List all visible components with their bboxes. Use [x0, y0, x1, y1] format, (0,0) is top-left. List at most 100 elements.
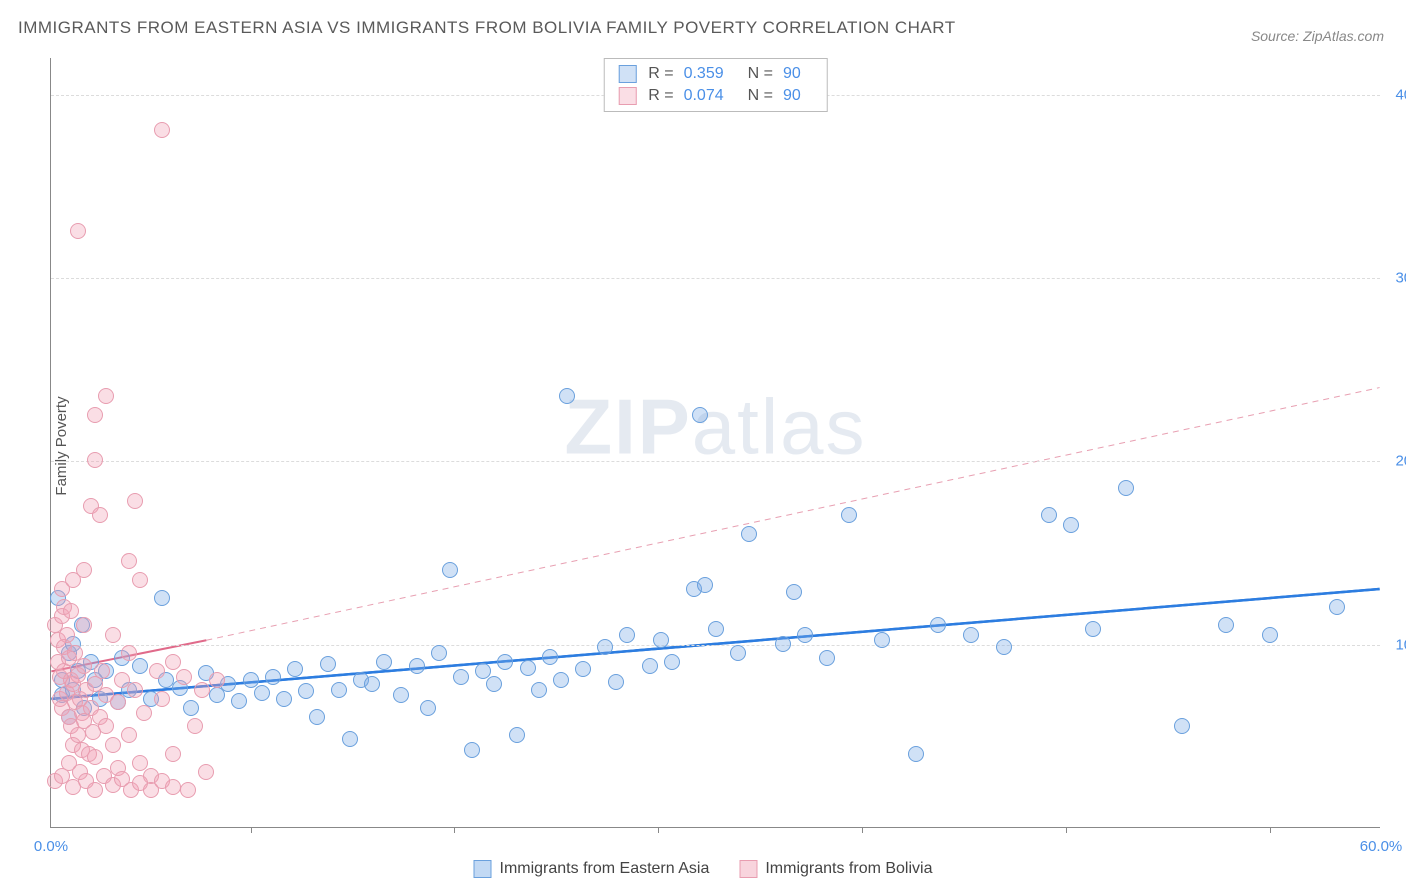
- stat-label: N =: [748, 87, 773, 105]
- data-point: [642, 658, 658, 674]
- data-point: [342, 731, 358, 747]
- data-point: [497, 654, 513, 670]
- data-point: [254, 685, 270, 701]
- data-point: [531, 682, 547, 698]
- legend-item: Immigrants from Eastern Asia: [474, 860, 710, 878]
- data-point: [542, 649, 558, 665]
- data-point: [364, 676, 380, 692]
- trend-lines-layer: [51, 58, 1380, 827]
- data-point: [464, 742, 480, 758]
- data-point: [187, 718, 203, 734]
- data-point: [575, 661, 591, 677]
- data-point: [98, 718, 114, 734]
- y-tick-label: 30.0%: [1395, 270, 1406, 287]
- data-point: [63, 603, 79, 619]
- correlation-legend: R =0.359N =90R =0.074N =90: [603, 58, 828, 112]
- data-point: [819, 650, 835, 666]
- stat-value: 90: [783, 87, 801, 105]
- legend-item: Immigrants from Bolivia: [739, 860, 932, 878]
- data-point: [132, 572, 148, 588]
- data-point: [154, 122, 170, 138]
- data-point: [70, 727, 86, 743]
- grid-line: [51, 645, 1380, 646]
- data-point: [841, 507, 857, 523]
- data-point: [231, 693, 247, 709]
- data-point: [431, 645, 447, 661]
- data-point: [797, 627, 813, 643]
- data-point: [320, 656, 336, 672]
- stat-value: 90: [783, 65, 801, 83]
- data-point: [59, 627, 75, 643]
- data-point: [331, 682, 347, 698]
- data-point: [132, 658, 148, 674]
- data-point: [127, 682, 143, 698]
- data-point: [105, 627, 121, 643]
- data-point: [559, 388, 575, 404]
- source-attribution: Source: ZipAtlas.com: [1251, 28, 1384, 44]
- grid-line: [51, 278, 1380, 279]
- data-point: [183, 700, 199, 716]
- data-point: [708, 621, 724, 637]
- y-tick-label: 40.0%: [1395, 86, 1406, 103]
- data-point: [276, 691, 292, 707]
- data-point: [105, 737, 121, 753]
- data-point: [442, 562, 458, 578]
- legend-label: Immigrants from Eastern Asia: [500, 860, 710, 878]
- data-point: [298, 683, 314, 699]
- x-tick: [251, 827, 252, 833]
- data-point: [963, 627, 979, 643]
- data-point: [149, 663, 165, 679]
- data-point: [76, 658, 92, 674]
- data-point: [420, 700, 436, 716]
- legend-swatch: [618, 65, 636, 83]
- data-point: [92, 507, 108, 523]
- data-point: [409, 658, 425, 674]
- data-point: [87, 407, 103, 423]
- data-point: [127, 493, 143, 509]
- data-point: [741, 526, 757, 542]
- data-point: [70, 223, 86, 239]
- data-point: [1041, 507, 1057, 523]
- data-point: [786, 584, 802, 600]
- legend-swatch: [474, 860, 492, 878]
- data-point: [775, 636, 791, 652]
- data-point: [209, 672, 225, 688]
- data-point: [198, 764, 214, 780]
- x-tick: [1270, 827, 1271, 833]
- x-tick-label: 0.0%: [34, 838, 68, 855]
- data-point: [180, 782, 196, 798]
- data-point: [453, 669, 469, 685]
- plot-area: ZIPatlas R =0.359N =90R =0.074N =90 10.0…: [50, 58, 1380, 828]
- legend-row: R =0.074N =90: [618, 85, 813, 107]
- data-point: [1262, 627, 1278, 643]
- data-point: [1118, 480, 1134, 496]
- data-point: [930, 617, 946, 633]
- data-point: [1329, 599, 1345, 615]
- data-point: [509, 727, 525, 743]
- data-point: [165, 779, 181, 795]
- data-point: [376, 654, 392, 670]
- data-point: [94, 663, 110, 679]
- data-point: [597, 639, 613, 655]
- watermark: ZIPatlas: [564, 382, 866, 473]
- data-point: [697, 577, 713, 593]
- data-point: [76, 617, 92, 633]
- chart-title: IMMIGRANTS FROM EASTERN ASIA VS IMMIGRAN…: [18, 18, 956, 38]
- x-tick-label: 60.0%: [1360, 838, 1403, 855]
- data-point: [619, 627, 635, 643]
- data-point: [165, 746, 181, 762]
- data-point: [176, 669, 192, 685]
- data-point: [393, 687, 409, 703]
- grid-line: [51, 461, 1380, 462]
- data-point: [121, 553, 137, 569]
- data-point: [154, 691, 170, 707]
- data-point: [730, 645, 746, 661]
- x-tick: [658, 827, 659, 833]
- stat-value: 0.359: [684, 65, 724, 83]
- data-point: [154, 590, 170, 606]
- data-point: [87, 749, 103, 765]
- series-legend: Immigrants from Eastern Asia Immigrants f…: [474, 860, 933, 878]
- legend-swatch: [739, 860, 757, 878]
- trend-line: [206, 388, 1379, 641]
- data-point: [136, 705, 152, 721]
